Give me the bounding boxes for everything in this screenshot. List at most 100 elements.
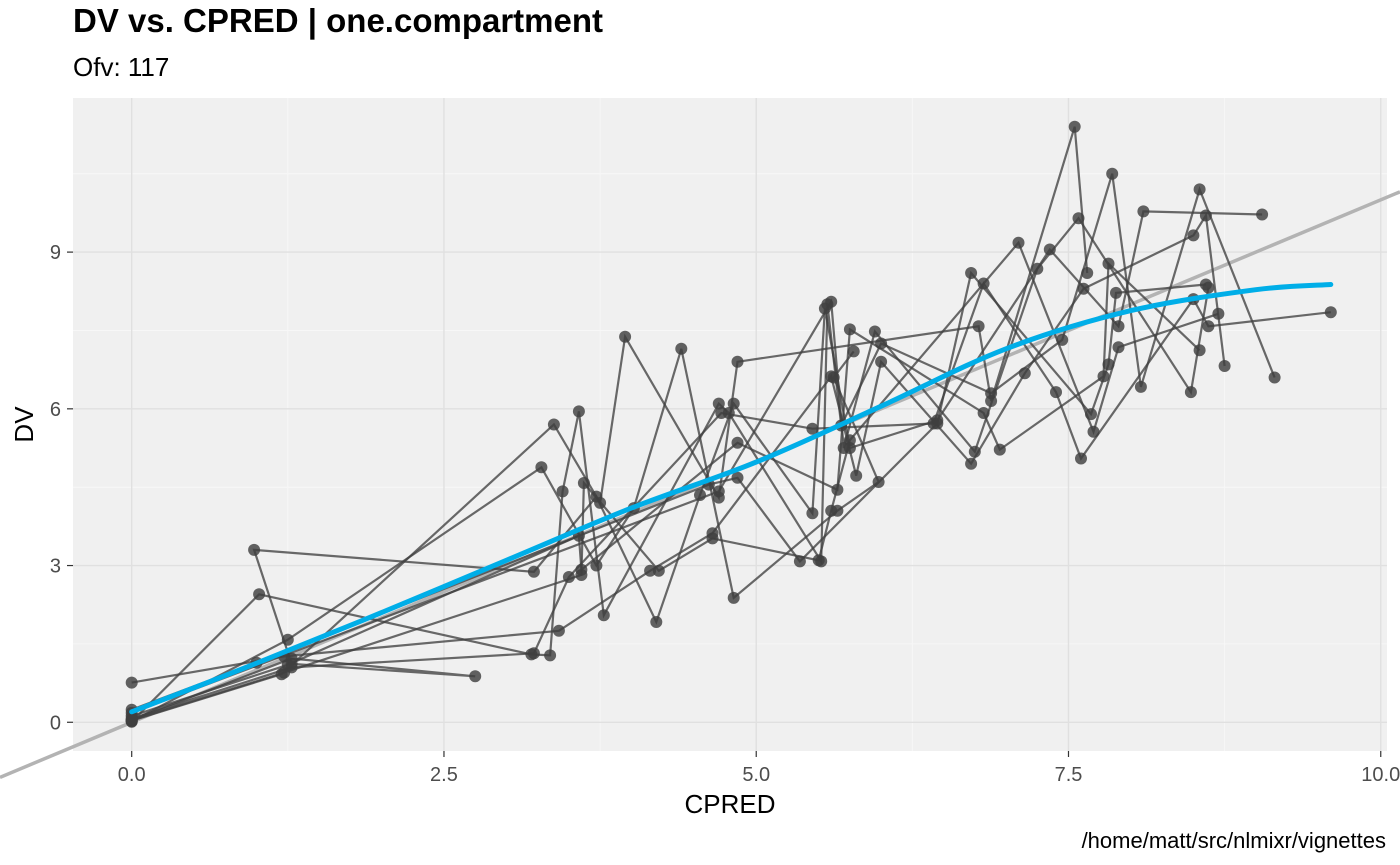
data-point bbox=[825, 370, 838, 383]
data-point bbox=[1077, 282, 1090, 295]
data-point bbox=[831, 483, 844, 496]
data-point bbox=[544, 649, 557, 662]
series-line-7 bbox=[131, 212, 1226, 684]
data-point bbox=[1075, 452, 1087, 465]
chart-caption: /home/matt/src/nlmixr/vignettes bbox=[1081, 828, 1386, 853]
data-point bbox=[619, 330, 632, 343]
data-point bbox=[806, 422, 819, 435]
data-point bbox=[825, 295, 838, 308]
y-tick-label: 9 bbox=[50, 242, 61, 264]
data-point bbox=[1068, 120, 1081, 133]
data-point bbox=[281, 658, 294, 671]
data-point bbox=[715, 407, 728, 419]
chart-subtitle: Ofv: 117 bbox=[73, 52, 170, 82]
x-axis: 0.0 2.5 5.0 7.5 10.0 bbox=[118, 751, 1400, 786]
data-point bbox=[965, 267, 978, 279]
data-point bbox=[590, 559, 603, 572]
x-tick-label: 0.0 bbox=[118, 764, 146, 786]
data-point bbox=[644, 564, 657, 577]
data-point bbox=[875, 337, 888, 350]
data-point bbox=[1018, 367, 1031, 380]
data-point bbox=[843, 323, 856, 336]
data-point bbox=[1134, 380, 1147, 393]
data-point bbox=[1012, 236, 1025, 249]
data-point bbox=[1097, 370, 1110, 383]
data-point bbox=[806, 507, 819, 520]
data-point bbox=[1110, 286, 1122, 299]
data-point bbox=[1199, 209, 1212, 222]
data-point bbox=[931, 417, 944, 430]
y-tick-label: 3 bbox=[50, 556, 61, 578]
data-point bbox=[1256, 208, 1269, 221]
data-point bbox=[535, 461, 548, 474]
data-point bbox=[281, 633, 294, 646]
data-point bbox=[694, 489, 706, 501]
data-point bbox=[812, 554, 825, 567]
data-point bbox=[985, 387, 998, 400]
data-point bbox=[872, 476, 885, 488]
data-point bbox=[1137, 205, 1150, 218]
plot-panel bbox=[73, 98, 1387, 751]
y-tick-label: 0 bbox=[50, 712, 61, 734]
smooth-curve bbox=[129, 282, 1334, 715]
data-point bbox=[1324, 306, 1337, 319]
data-point bbox=[993, 443, 1006, 456]
smooth-line bbox=[129, 282, 1334, 715]
data-point bbox=[1268, 371, 1281, 384]
data-point bbox=[562, 571, 575, 583]
data-point bbox=[727, 591, 740, 604]
x-tick-label: 5.0 bbox=[742, 764, 770, 786]
data-point bbox=[1193, 344, 1206, 357]
data-point bbox=[248, 543, 261, 556]
data-point bbox=[556, 485, 569, 498]
data-point bbox=[572, 405, 585, 418]
x-tick-label: 2.5 bbox=[430, 764, 458, 786]
data-point bbox=[597, 609, 610, 622]
data-point bbox=[972, 320, 985, 333]
data-point bbox=[731, 436, 744, 449]
series-line-10 bbox=[131, 216, 1210, 714]
data-point bbox=[968, 445, 981, 458]
data-point bbox=[253, 588, 266, 601]
y-axis-title: DV bbox=[9, 406, 39, 443]
y-tick-label: 6 bbox=[50, 399, 61, 421]
x-tick-label: 7.5 bbox=[1055, 764, 1083, 786]
data-point bbox=[727, 397, 740, 410]
x-axis-title: CPRED bbox=[684, 789, 775, 819]
data-point bbox=[652, 564, 665, 577]
data-point bbox=[731, 355, 744, 368]
data-point bbox=[577, 477, 590, 489]
data-point bbox=[1112, 341, 1125, 354]
data-point bbox=[837, 442, 850, 454]
series-line-8 bbox=[131, 261, 1201, 718]
data-point bbox=[1072, 212, 1085, 225]
data-point bbox=[650, 616, 663, 628]
data-point bbox=[706, 527, 719, 540]
x-tick-label: 10.0 bbox=[1361, 764, 1400, 786]
data-point bbox=[1187, 229, 1200, 242]
data-point bbox=[575, 563, 588, 576]
data-point bbox=[1202, 320, 1215, 333]
data-point bbox=[675, 342, 688, 355]
data-point bbox=[125, 676, 138, 689]
data-point bbox=[1193, 183, 1206, 196]
data-point bbox=[712, 485, 725, 498]
data-point bbox=[977, 277, 990, 290]
data-point bbox=[1031, 262, 1044, 275]
data-point bbox=[1043, 243, 1056, 256]
data-point bbox=[1087, 425, 1100, 438]
data-point bbox=[793, 555, 806, 568]
chart-title: DV vs. CPRED | one.compartment bbox=[73, 2, 604, 39]
data-point bbox=[1106, 167, 1119, 180]
data-point bbox=[1056, 333, 1069, 346]
data-point bbox=[1050, 386, 1062, 399]
data-point bbox=[850, 469, 863, 482]
data-point bbox=[469, 670, 482, 683]
data-point bbox=[712, 397, 725, 410]
data-point bbox=[825, 504, 838, 517]
data-point bbox=[1218, 360, 1231, 372]
data-point bbox=[1102, 257, 1115, 270]
data-point bbox=[527, 565, 540, 578]
data-point bbox=[547, 418, 560, 431]
